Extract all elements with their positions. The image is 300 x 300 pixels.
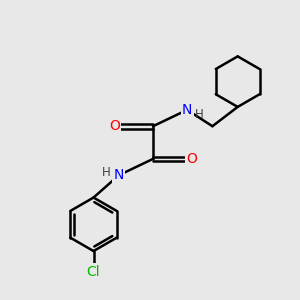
Text: H: H <box>195 108 204 121</box>
Text: H: H <box>102 166 111 179</box>
Text: N: N <box>114 168 124 182</box>
Text: N: N <box>182 103 192 117</box>
Text: O: O <box>109 119 120 133</box>
Text: Cl: Cl <box>87 265 100 279</box>
Text: O: O <box>186 152 197 166</box>
